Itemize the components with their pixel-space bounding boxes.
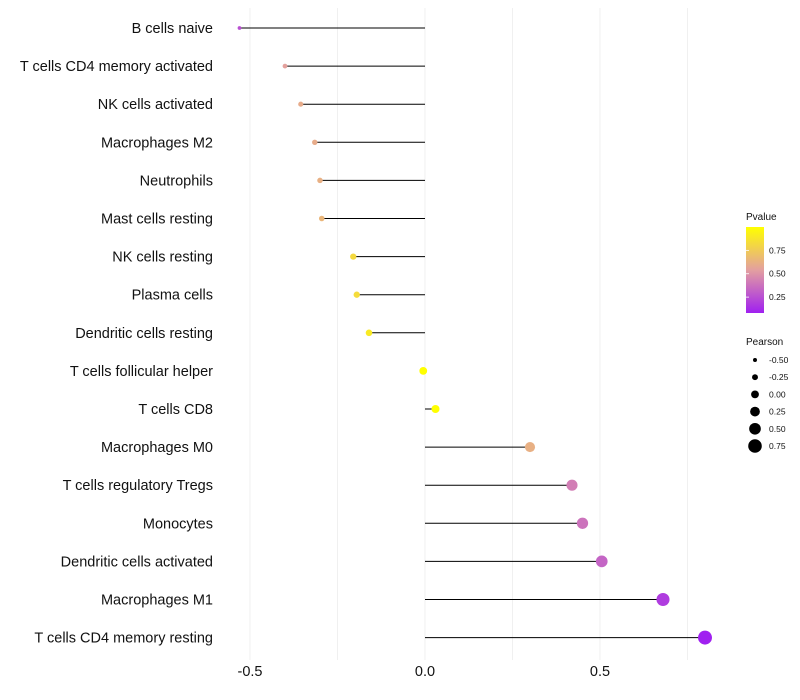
y-axis-label: Macrophages M0 — [101, 440, 213, 456]
color-legend-title: Pvalue — [746, 212, 777, 223]
legend: Pvalue 0.25 0.50 0.75 Pearson -0.50 -0.25 0.… — [746, 212, 789, 453]
lollipop-point — [318, 215, 325, 222]
color-bar — [746, 227, 764, 313]
y-axis-label: Macrophages M1 — [101, 593, 213, 609]
lollipop-stems — [239, 27, 705, 639]
lollipop-point — [656, 592, 670, 607]
size-legend-dot — [750, 406, 760, 417]
lollipop-point — [312, 139, 318, 145]
size-legend-label: -0.50 — [769, 355, 789, 365]
size-legend-label: 0.00 — [769, 389, 786, 399]
lollipop-point — [566, 479, 578, 491]
color-tick-label: 0.25 — [769, 292, 786, 302]
lollipop-point — [237, 26, 242, 30]
lollipop-point — [353, 291, 360, 298]
lollipop-point — [365, 329, 373, 337]
x-tick-label: 0.0 — [415, 664, 435, 680]
lollipop-point — [698, 630, 712, 645]
y-axis-label: T cells regulatory Tregs — [63, 478, 213, 494]
y-axis-label: Monocytes — [143, 516, 213, 532]
size-legend-title: Pearson — [746, 337, 783, 348]
lollipop-point — [524, 442, 536, 453]
lollipop-points — [237, 26, 712, 645]
lollipop-point — [595, 555, 608, 568]
size-legend-dot — [748, 439, 762, 453]
y-axis-label: Neutrophils — [140, 173, 213, 189]
lollipop-point — [317, 177, 323, 184]
lollipop-point — [419, 367, 428, 375]
y-axis-label: Plasma cells — [132, 288, 213, 304]
size-legend-items: -0.50 -0.25 0.00 0.25 0.50 0.75 — [748, 355, 789, 453]
size-legend-dot — [751, 390, 759, 399]
lollipop-point — [350, 253, 357, 260]
y-axis-label: NK cells activated — [98, 97, 213, 113]
lollipop-point — [298, 101, 304, 107]
y-axis-label: Dendritic cells activated — [61, 554, 213, 570]
size-legend-label: 0.25 — [769, 407, 786, 417]
y-axis-label: Mast cells resting — [101, 212, 213, 228]
x-tick-label: 0.5 — [590, 664, 610, 680]
y-axis-label: T cells follicular helper — [70, 364, 213, 380]
lollipop-point — [431, 404, 440, 414]
y-axis-label: T cells CD4 memory resting — [34, 631, 213, 647]
y-axis-label: Dendritic cells resting — [75, 326, 213, 342]
grid-lines — [249, 8, 688, 660]
size-legend-label: 0.75 — [769, 441, 786, 451]
size-legend-label: -0.25 — [769, 372, 789, 382]
size-legend-label: 0.50 — [769, 424, 786, 434]
y-axis-label: NK cells resting — [112, 250, 213, 266]
x-tick-label: -0.5 — [238, 664, 263, 680]
y-axis-label: T cells CD4 memory activated — [20, 59, 213, 75]
color-tick-label: 0.75 — [769, 245, 786, 255]
size-legend-dot — [749, 422, 761, 435]
y-axis-label: Macrophages M2 — [101, 135, 213, 151]
color-legend-ticks: 0.25 0.50 0.75 — [746, 245, 786, 302]
y-axis-label: B cells naive — [132, 21, 213, 37]
size-legend-dot — [752, 374, 758, 381]
y-axis-label: T cells CD8 — [138, 402, 213, 418]
x-axis-ticks: -0.5 0.0 0.5 — [238, 664, 611, 680]
y-axis-labels: B cells naive T cells CD4 memory activate… — [20, 21, 213, 647]
color-tick-label: 0.50 — [769, 269, 786, 279]
lollipop-point — [282, 63, 288, 69]
lollipop-point — [576, 517, 589, 529]
size-legend-dot — [753, 358, 757, 362]
